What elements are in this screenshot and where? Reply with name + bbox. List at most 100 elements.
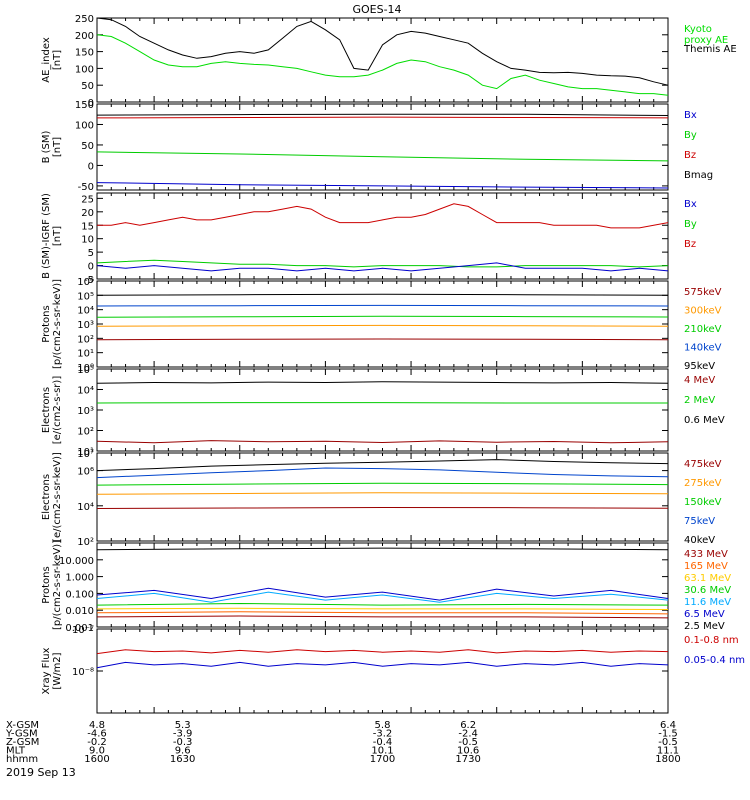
legend-label: Kyoto — [684, 24, 712, 35]
legend-label: 75keV — [684, 516, 715, 527]
panel-frame — [96, 542, 669, 628]
y-tick-label: 0 — [88, 161, 94, 172]
series-line-150kev — [96, 482, 669, 486]
series-line-0-1-0-8-nm — [96, 649, 669, 655]
ephemeris-value: -3.2 — [373, 729, 393, 740]
y-tick-label: 200 — [75, 31, 94, 42]
series-line-6-5-mev — [96, 587, 669, 601]
date-label: 2019 Sep 13 — [6, 766, 76, 779]
y-tick-label: 10 — [81, 235, 94, 246]
y-tick-label: 0.001 — [65, 623, 94, 634]
y-tick-label: 25 — [81, 194, 94, 205]
series-line-bmag — [96, 113, 669, 116]
y-axis-label: B (SM)-IGRF (SM) — [41, 193, 52, 279]
legend-label: 2 MeV — [684, 395, 715, 406]
y-tick-label: 10³ — [77, 320, 94, 331]
legend-label: 4 MeV — [684, 375, 715, 386]
y-axis-label: Protons — [41, 566, 52, 603]
y-tick-label: 50 — [81, 81, 94, 92]
panel-3: -5 0 5 10 15 20 25 B (SM)-IGRF (SM) [nT] Bx By Bz — [41, 192, 697, 286]
series-line-themis-ae — [96, 17, 669, 86]
series-line-575kev — [96, 338, 669, 341]
chart-title: GOES-14 — [352, 3, 401, 16]
panel-8: 10⁻⁸ 10⁻⁷ Xray Flux [W/m2] 0.1-0.8 nm 0.05-0.… — [41, 625, 745, 714]
ephemeris-value: 1730 — [455, 754, 480, 765]
y-tick-label: 20 — [81, 208, 94, 219]
legend-label: proxy AE — [684, 35, 728, 46]
y-tick-label: 250 — [75, 14, 94, 25]
y-tick-label: 10.000 — [59, 556, 94, 567]
legend-label: 433 MeV — [684, 549, 728, 560]
ephemeris-value: 5.8 — [375, 720, 391, 731]
legend-label: 210keV — [684, 324, 722, 335]
y-axis-label: [e/(cm2-s-sr-keV)] — [52, 452, 63, 542]
y-axis-label: Electrons — [41, 474, 52, 520]
panel-frame — [96, 452, 669, 542]
y-tick-label: 10⁶ — [77, 467, 94, 478]
series-line-95kev — [96, 293, 669, 296]
panel-6: 10² 10⁴ 10⁶ 10⁷ Electrons [e/(cm2-s-sr-keV)] 4… — [41, 449, 722, 548]
y-tick-label: 10² — [77, 334, 94, 345]
series-line-kyoto-proxy-ae — [96, 34, 669, 96]
legend-label: 40keV — [684, 535, 715, 546]
legend-label: Bz — [684, 150, 696, 161]
legend-label: 575keV — [684, 287, 722, 298]
series-line-4-mev — [96, 440, 669, 444]
legend-label: Themis AE — [683, 44, 737, 55]
y-tick-label: -50 — [78, 182, 94, 193]
ephemeris-value: -0.5 — [458, 737, 478, 748]
ephemeris-value: 1630 — [170, 754, 195, 765]
legend-label: 150keV — [684, 497, 722, 508]
y-axis-label: B (SM) — [41, 130, 52, 163]
y-tick-label: 10⁴ — [77, 502, 94, 513]
y-tick-label: 10⁴ — [77, 306, 94, 317]
series-line-275kev — [96, 492, 669, 495]
series-line-bx — [96, 182, 669, 189]
series-line-433-mev — [96, 615, 669, 619]
ephemeris-value: -1.5 — [658, 729, 678, 740]
series-line-bz — [97, 203, 669, 229]
y-tick-label: 10⁻⁷ — [72, 625, 94, 636]
series-line-by — [96, 259, 669, 268]
series-line-11-6-mev — [96, 591, 669, 603]
ephemeris-value: 1700 — [370, 754, 395, 765]
ephemeris-row-label: hhmm — [6, 754, 38, 765]
ephemeris-value: 6.2 — [460, 720, 476, 731]
legend-label: 2.5 MeV — [684, 621, 725, 632]
ephemeris-value: -4.6 — [87, 729, 107, 740]
y-tick-label: 100 — [75, 64, 94, 75]
ephemeris-row-label: MLT — [6, 746, 26, 757]
series-line-210kev — [96, 315, 669, 318]
panel-7: 0.001 0.010 0.100 1.000 10.000 Protons [p/(cm2… — [41, 540, 731, 634]
y-tick-label: 150 — [75, 100, 94, 111]
ephemeris-value: 4.8 — [89, 720, 105, 731]
y-tick-label: 150 — [75, 48, 94, 59]
ephemeris-value: -3.9 — [173, 729, 193, 740]
panel-frame — [96, 628, 669, 714]
legend-label: 95keV — [684, 361, 715, 372]
ephemeris-value: 10.6 — [457, 746, 479, 757]
y-tick-label: 0 — [88, 262, 94, 273]
y-axis-label: [nT] — [52, 50, 63, 70]
legend-label: 6.5 MeV — [684, 609, 725, 620]
legend-label: By — [684, 219, 697, 230]
ephemeris-value: 1800 — [655, 754, 680, 765]
series-line-0-6-mev — [96, 381, 669, 384]
y-tick-label: 10⁷ — [77, 449, 94, 460]
y-axis-label: [W/m2] — [52, 652, 63, 689]
ephemeris-value: 11.1 — [657, 746, 679, 757]
y-tick-label: 50 — [81, 141, 94, 152]
series-line-0-05-0-4-nm — [96, 661, 669, 669]
ephemeris-value: 10.1 — [371, 746, 393, 757]
y-tick-label: 10⁻⁸ — [72, 667, 94, 678]
legend-label: 11.6 MeV — [684, 597, 731, 608]
y-axis-label: [p/(cm2-s-sr-keV)] — [52, 279, 63, 369]
panel-2: -50 0 50 100 150 B (SM) [nT] Bx By Bz Bmag — [41, 100, 713, 193]
y-axis-label: Xray Flux — [41, 647, 52, 694]
ephemeris-value: -0.3 — [173, 737, 193, 748]
panel-4: 10⁰ 10¹ 10² 10³ 10⁴ 10⁵ 10⁶ Protons [p/(cm2-s-sr… — [41, 277, 722, 374]
series-line-bx — [96, 262, 669, 272]
legend-label: 63.1 MeV — [684, 573, 731, 584]
legend-label: 165 MeV — [684, 561, 728, 572]
series-line-75kev — [96, 467, 669, 479]
